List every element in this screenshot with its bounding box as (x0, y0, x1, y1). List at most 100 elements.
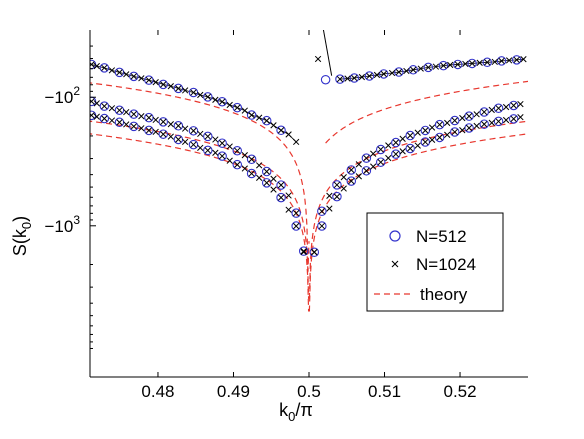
n1024-point (432, 63, 440, 70)
legend-box (366, 212, 504, 312)
n512-point (188, 126, 199, 136)
n1024-point (256, 162, 263, 169)
x-tick-label: 0.48 (141, 382, 174, 401)
n1024-point (488, 106, 495, 114)
n512-point (232, 146, 243, 156)
n1024-point (444, 131, 451, 138)
n1024-point (468, 60, 476, 67)
n1024-point (510, 102, 517, 109)
y-tick-label: −102 (44, 84, 80, 107)
n1024-point (373, 71, 381, 79)
n1024-point (473, 111, 480, 118)
n512-point (158, 79, 169, 90)
n512-point (379, 69, 389, 79)
n512-point (158, 117, 169, 127)
n512-point (349, 73, 360, 83)
n1024-point (277, 127, 285, 134)
n1024-point (212, 149, 219, 156)
n1024-point (130, 110, 137, 118)
n1024-point (414, 142, 421, 149)
n1024-point (277, 181, 285, 189)
n512-point (508, 114, 519, 124)
n512-point (375, 144, 386, 155)
n1024-point (517, 114, 524, 121)
n1024-point (444, 119, 451, 127)
n1024-point (380, 70, 387, 78)
n512-point (276, 125, 286, 136)
n1024-point (263, 179, 270, 186)
n1024-point (436, 121, 443, 128)
n512-point (335, 74, 345, 84)
n512-point (332, 191, 342, 202)
n512-point (129, 71, 139, 82)
n1024-point (351, 74, 358, 82)
n1024-point (300, 248, 307, 256)
n1024-point (370, 163, 377, 170)
n1024-point (130, 73, 137, 80)
data-jump-line (322, 30, 333, 76)
n512-point (246, 154, 257, 165)
n512-point (276, 192, 286, 203)
n512-point (496, 56, 507, 66)
n512-point (493, 103, 504, 113)
n1024-point (93, 62, 100, 70)
n512-point (511, 55, 522, 65)
x-tick-label: 0.52 (443, 382, 476, 401)
n512-point (332, 180, 342, 190)
n1024-point (476, 59, 483, 66)
n1024-point (248, 170, 255, 177)
n512-point (449, 115, 460, 126)
n512-point (405, 130, 415, 141)
n512-point (129, 121, 139, 132)
n1024-point (392, 139, 399, 146)
n1024-point (293, 138, 300, 146)
legend-circle-marker (389, 230, 401, 242)
theory-curve-upper-right (325, 80, 528, 144)
n1024-point (462, 60, 469, 67)
n512-point (434, 119, 445, 130)
n1024-point (355, 173, 362, 180)
n1024-point (90, 112, 95, 119)
n1024-point (473, 122, 480, 130)
n1024-point (377, 146, 384, 153)
n1024-point (130, 123, 137, 130)
n512-point (467, 58, 477, 69)
n1024-point (138, 113, 145, 120)
n1024-point (300, 247, 307, 255)
n1024-point (277, 194, 285, 201)
legend: N=512 N=1024 theory (366, 212, 504, 312)
n1024-point (358, 73, 366, 81)
n1024-point (101, 102, 108, 110)
n1024-point (226, 143, 233, 150)
n512-point (391, 137, 401, 148)
n1024-point (385, 142, 392, 149)
n1024-point (138, 125, 145, 132)
legend-label-theory: theory (420, 285, 468, 304)
n1024-point (204, 147, 211, 154)
n1024-point (344, 75, 351, 82)
n1024-point (152, 79, 159, 86)
n1024-point (152, 116, 159, 124)
n1024-point (392, 150, 399, 158)
n512-point (375, 157, 386, 167)
n1024-point (510, 115, 517, 123)
n1024-point (241, 165, 248, 172)
n1024-point (181, 87, 189, 94)
n1024-point (348, 166, 355, 174)
n1024-point (204, 93, 211, 101)
n1024-point (318, 208, 325, 215)
n1024-point (138, 75, 145, 82)
n1024-point (212, 96, 219, 103)
n1024-point (520, 56, 527, 63)
n512-point (479, 107, 489, 117)
n1024-point (234, 104, 241, 111)
n1024-point (108, 105, 116, 112)
n1024-point (348, 177, 355, 185)
n512-point (449, 127, 460, 137)
n1024-point (160, 118, 167, 125)
n1024-point (241, 152, 248, 159)
n1024-point (263, 168, 270, 175)
n1024-point (190, 89, 197, 96)
x-tick-label: 0.5 (297, 382, 321, 401)
